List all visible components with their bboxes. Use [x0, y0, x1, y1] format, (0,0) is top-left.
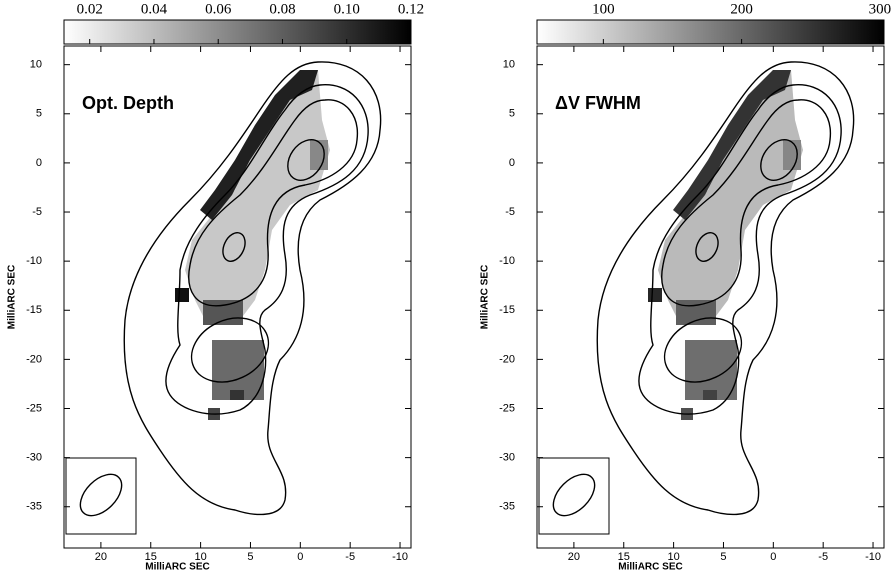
x-tick-label: 20: [568, 551, 580, 563]
y-tick-label: 10: [30, 59, 42, 71]
colorbar-tick-label: 100: [592, 1, 615, 17]
x-tick-label: 10: [194, 551, 206, 563]
y-axis-label: MilliARC SEC: [7, 265, 18, 329]
y-tick-label: -25: [26, 402, 42, 414]
image: [648, 70, 803, 420]
panel-right: [538, 61, 855, 535]
y-tick-label: 10: [503, 59, 515, 71]
y-tick-label: -5: [32, 206, 42, 218]
colorbar: [63, 19, 412, 45]
y-tick-label: -20: [499, 353, 515, 365]
colorbar-tick-label: 0.06: [205, 1, 232, 17]
plot-frame: [536, 45, 885, 549]
x-tick-label: 15: [618, 551, 630, 563]
y-tick-label: -30: [26, 452, 42, 464]
y-tick-label: -35: [499, 501, 515, 513]
x-axis-label: MilliARC SEC: [618, 562, 682, 573]
plot-frame: [63, 45, 412, 549]
y-tick-label: -10: [499, 255, 515, 267]
y-tick-label: -25: [499, 402, 515, 414]
colorbar-tick-label: 0.10: [334, 1, 360, 17]
y-tick-label: 5: [509, 108, 515, 120]
colorbar-tick-label: 0.02: [77, 1, 103, 17]
y-tick-label: -5: [505, 206, 515, 218]
x-tick-label: 10: [667, 551, 679, 563]
x-tick-label: 0: [770, 551, 776, 563]
image: [175, 70, 330, 420]
y-tick-label: -15: [499, 304, 515, 316]
y-tick-label: 0: [36, 157, 42, 169]
y-tick-label: -35: [26, 501, 42, 513]
annotation: Opt. Depth: [82, 93, 174, 113]
x-tick-label: -5: [345, 551, 355, 563]
y-tick-label: -20: [26, 353, 42, 365]
x-tick-label: -10: [392, 551, 408, 563]
colorbar-tick-label: 0.04: [141, 1, 168, 17]
colorbar: [536, 19, 885, 45]
x-tick-label: 5: [247, 551, 253, 563]
y-tick-label: -10: [26, 255, 42, 267]
x-tick-label: 5: [720, 551, 726, 563]
panel-left: [65, 61, 382, 535]
y-tick-label: 0: [509, 157, 515, 169]
colorbar-tick-label: 200: [730, 1, 753, 17]
y-axis-label: MilliARC SEC: [480, 265, 491, 329]
y-tick-label: 5: [36, 108, 42, 120]
x-tick-label: 15: [145, 551, 157, 563]
colorbar-tick-label: 0.12: [398, 1, 424, 17]
annotation: ΔV FWHM: [555, 93, 641, 113]
x-tick-label: 0: [297, 551, 303, 563]
y-tick-label: -30: [499, 452, 515, 464]
x-axis-label: MilliARC SEC: [145, 562, 209, 573]
colorbar-tick-label: 300: [869, 1, 892, 17]
y-tick-label: -15: [26, 304, 42, 316]
x-tick-label: 20: [95, 551, 107, 563]
x-tick-label: -10: [865, 551, 881, 563]
x-tick-label: -5: [818, 551, 828, 563]
colorbar-tick-label: 0.08: [269, 1, 295, 17]
